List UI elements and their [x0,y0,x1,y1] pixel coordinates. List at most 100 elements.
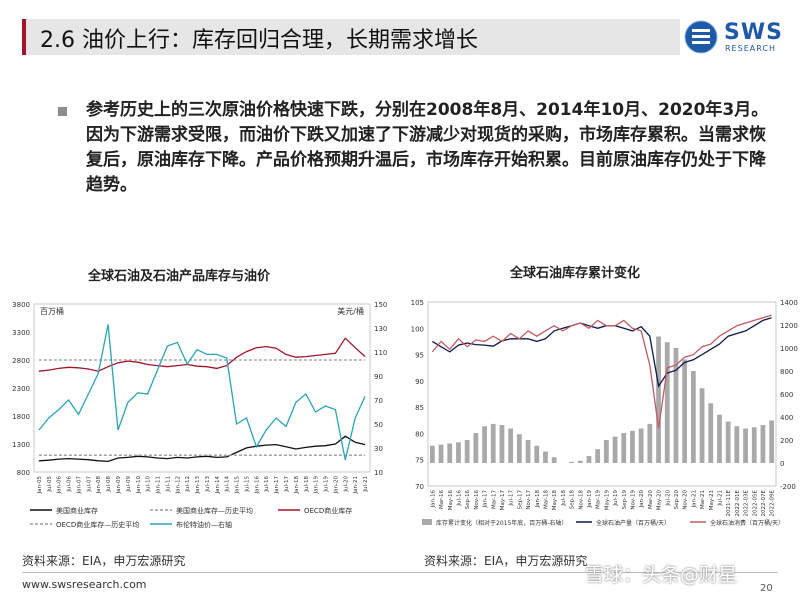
chart2-legend-swatch [422,519,432,525]
chart2-bar [743,428,748,463]
chart1-ytick-right: 70 [374,397,383,405]
chart1-xtick: Jul-10 [146,476,152,493]
chart2-ytick-right: 1400 [780,299,798,307]
chart2-ytick-left: 90 [415,378,424,386]
chart2-bar [456,442,461,463]
chart2-xtick: Nov-20 [683,490,689,510]
chart2-frame [427,301,777,487]
chart2-bar [630,430,635,463]
chart1-xtick: Jul-15 [244,476,250,493]
chart1-ytick-right: 130 [374,325,387,333]
chart2-bar [769,420,775,463]
chart2-title: 全球石油库存累计变化 [510,266,641,281]
chart2-ytick-left: 85 [415,404,424,412]
chart2-legend-label: 全球石油产量（百万桶/天） [596,519,670,527]
chart1-xtick: Jul-08 [106,476,112,493]
chart1-xtick: Jul-14 [225,476,231,493]
chart2-bar [473,433,479,463]
chart2-xtick: Jul-16 [456,490,462,507]
chart2-xtick: Jan-20 [639,490,645,509]
chart2-xtick: Nov-18 [578,490,584,510]
chart1-ytick-left: 2300 [12,385,30,393]
chart2-bar [708,403,714,463]
chart1-xtick: Jan-06 [57,476,63,495]
slide-title: 2.6 油价上行：库存回归合理，长期需求增长 [40,28,478,53]
chart2-bar [595,449,601,463]
chart2-xtick: Jul-18 [561,490,567,507]
chart2-bar [612,436,618,463]
chart2-ytick-right: 600 [780,391,793,399]
chart1-ytick-left: 2800 [12,357,30,365]
chart1-xtick: Jan-18 [294,476,300,495]
chart2-xtick: Sep-16 [465,490,471,510]
chart2-bar [577,460,583,463]
chart2-xtick: Nov-19 [630,490,636,510]
chart2-bar [603,440,609,463]
chart1-xtick: Jul-17 [284,476,290,493]
chart2-xtick: Sep-17 [517,490,523,510]
summary-paragraph: 参考历史上的三次原油价格快速下跌，分别在2008年8月、2014年10月、202… [86,100,769,195]
chart1-xtick: Jan-07 [76,476,82,495]
chart2-bar [569,461,574,463]
chart2-ytick-left: 80 [415,430,424,438]
chart1-title: 全球石油及石油产品库存与油价 [88,269,271,284]
chart2-xtick: 2022-01E [735,489,741,516]
chart2-xtick: Nov-16 [474,490,480,510]
chart2-xtick: Mar-20 [648,490,654,510]
chart2-bar [673,348,679,463]
chart1-xtick: Jul-19 [324,476,330,493]
chart1-ytick-left: 3300 [12,329,30,337]
chart1-legend-label: OECD商业库存—历史平均 [56,520,139,529]
chart2-ytick-left: 75 [415,457,424,465]
website-link[interactable]: www.swsresearch.com [22,578,147,591]
chart2-xtick: May-20 [657,490,663,511]
chart2-bar [508,428,514,463]
chart2-xtick: 2022-05E [752,489,758,516]
chart2-bar [551,457,557,463]
chart1-xtick: Jul-13 [205,476,211,493]
chart2-bar [690,371,696,463]
chart2-inventory-cumulative-change: 70 75 80 85 90 95 100 105 -200 0 200 400 600 800 1000 1… [411,299,798,527]
chart1-xtick: Jan-13 [195,476,201,495]
chart1-xtick: Jan-05 [37,476,43,495]
chart2-xtick: May-17 [500,490,506,511]
chart2-xtick: Mar-16 [439,490,445,510]
chart2-bar [499,425,505,463]
chart1-xtick: Jul-06 [67,476,73,493]
chart2-bar [534,445,540,463]
chart1-xtick: Jul-09 [126,476,132,493]
chart2-bar [656,336,661,463]
chart2-legend-label: 库存累计变化（相对于2015年底，百万桶-右轴） [436,519,567,527]
chart2-xtick: Sep-19 [622,490,628,510]
chart2-bar [725,421,731,463]
chart1-xtick: Jul-05 [47,476,53,493]
chart2-xtick: Nov-17 [526,490,532,510]
chart2-bar [438,444,444,463]
chart1-legend-label: 美国商业库存 [56,506,98,515]
chart2-bar [525,440,531,463]
title-bar [22,19,680,55]
chart2-xtick: 2021-11E [726,489,732,516]
chart1-xtick: Jan-17 [274,476,280,495]
chart2-xtick: May-18 [552,490,558,511]
chart1-xtick: Jan-11 [156,476,162,494]
chart2-ytick-right: 800 [780,368,793,376]
chart2-bar [482,426,487,463]
chart1-left-unit: 百万桶 [40,306,64,316]
chart2-bar [429,445,435,463]
chart1-xtick: Jan-15 [235,476,241,495]
chart2-ytick-right: 200 [780,437,793,445]
sws-logo-icon [684,20,718,54]
chart2-xtick: Mar-17 [491,490,497,510]
chart2-xtick: 2022-09E [770,489,776,516]
chart1-xtick: Jul-18 [304,476,310,493]
chart2-bar [717,414,722,463]
chart2-bar [699,388,705,463]
chart1-xtick: Jul-11 [165,476,171,493]
chart2-ytick-left: 105 [411,299,424,307]
chart1-ytick-right: 30 [374,445,383,453]
chart1-ytick-left: 800 [17,469,30,477]
chart1-ytick-right: 10 [374,469,383,477]
watermark: 雪球：头条@财星 [585,564,738,586]
chart2-xtick: 2022-07E [761,489,767,516]
